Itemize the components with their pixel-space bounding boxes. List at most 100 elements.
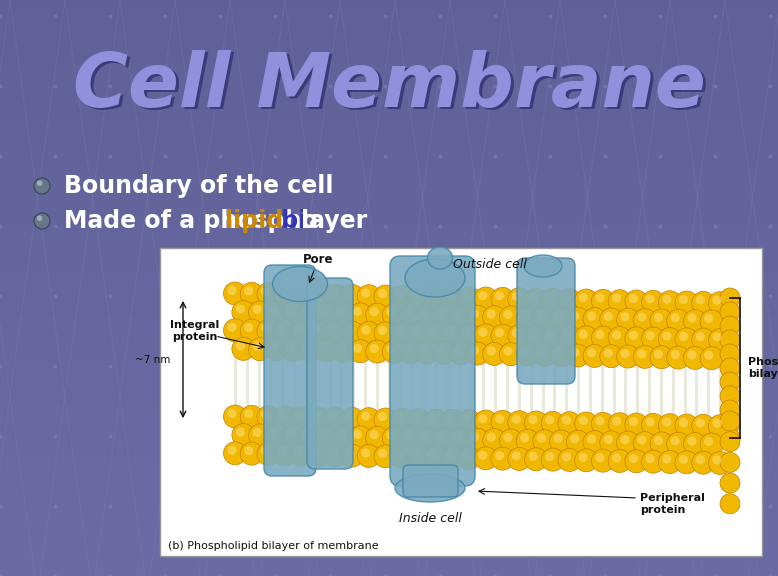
- Circle shape: [408, 408, 430, 431]
- Circle shape: [633, 309, 656, 332]
- Circle shape: [449, 342, 472, 365]
- Circle shape: [499, 343, 523, 366]
- Circle shape: [495, 291, 504, 301]
- Circle shape: [382, 427, 405, 449]
- Text: Cell Membrane: Cell Membrane: [75, 52, 709, 126]
- Circle shape: [629, 294, 638, 303]
- Circle shape: [257, 320, 280, 343]
- Circle shape: [625, 290, 648, 313]
- Circle shape: [341, 285, 363, 308]
- Circle shape: [223, 442, 247, 465]
- Circle shape: [600, 308, 623, 331]
- Circle shape: [608, 412, 631, 435]
- Circle shape: [370, 307, 379, 316]
- Circle shape: [341, 407, 363, 430]
- Circle shape: [290, 283, 314, 306]
- Circle shape: [336, 430, 345, 439]
- Circle shape: [679, 332, 689, 341]
- Circle shape: [382, 304, 405, 327]
- Circle shape: [387, 308, 395, 317]
- Circle shape: [378, 325, 387, 335]
- Circle shape: [382, 340, 405, 363]
- Circle shape: [378, 412, 387, 421]
- Circle shape: [227, 323, 237, 332]
- Circle shape: [316, 425, 338, 448]
- Circle shape: [244, 446, 254, 455]
- Circle shape: [436, 309, 446, 318]
- Circle shape: [445, 290, 454, 300]
- Circle shape: [453, 346, 462, 355]
- Circle shape: [261, 446, 270, 456]
- Circle shape: [408, 286, 430, 309]
- Circle shape: [274, 320, 296, 343]
- Circle shape: [441, 446, 464, 469]
- Circle shape: [433, 427, 456, 450]
- Circle shape: [357, 321, 380, 344]
- Circle shape: [583, 308, 606, 331]
- Circle shape: [261, 410, 270, 419]
- Circle shape: [533, 430, 556, 453]
- FancyBboxPatch shape: [307, 278, 353, 469]
- Circle shape: [227, 409, 237, 418]
- Circle shape: [249, 424, 272, 447]
- Circle shape: [671, 436, 680, 445]
- Circle shape: [667, 432, 689, 455]
- Circle shape: [278, 324, 287, 333]
- Ellipse shape: [427, 247, 453, 269]
- Circle shape: [687, 437, 696, 446]
- Circle shape: [466, 305, 489, 328]
- Circle shape: [457, 446, 481, 469]
- Circle shape: [687, 313, 696, 323]
- Circle shape: [671, 350, 680, 359]
- Circle shape: [278, 447, 287, 456]
- Ellipse shape: [272, 267, 328, 301]
- Circle shape: [579, 329, 588, 339]
- Circle shape: [261, 323, 270, 332]
- Circle shape: [34, 178, 50, 194]
- Circle shape: [720, 452, 740, 472]
- Circle shape: [349, 340, 372, 363]
- Circle shape: [482, 306, 506, 328]
- Circle shape: [537, 347, 546, 357]
- Circle shape: [587, 434, 596, 444]
- Circle shape: [461, 414, 471, 423]
- Circle shape: [650, 309, 673, 332]
- Circle shape: [575, 412, 598, 435]
- Circle shape: [646, 417, 655, 426]
- Circle shape: [403, 344, 412, 354]
- Circle shape: [520, 433, 529, 442]
- Circle shape: [257, 406, 280, 429]
- Circle shape: [475, 447, 497, 470]
- Circle shape: [294, 287, 303, 297]
- Circle shape: [399, 427, 422, 450]
- Circle shape: [307, 444, 330, 467]
- Circle shape: [575, 326, 598, 349]
- Circle shape: [303, 306, 312, 315]
- Circle shape: [503, 433, 513, 442]
- Circle shape: [629, 417, 638, 426]
- Circle shape: [424, 323, 447, 346]
- Circle shape: [604, 312, 613, 321]
- Circle shape: [320, 429, 328, 438]
- Circle shape: [612, 416, 622, 426]
- FancyBboxPatch shape: [390, 256, 475, 486]
- Circle shape: [713, 332, 722, 342]
- Circle shape: [324, 444, 347, 467]
- Circle shape: [428, 290, 437, 299]
- Circle shape: [311, 448, 321, 457]
- Circle shape: [720, 400, 740, 420]
- Circle shape: [294, 447, 303, 456]
- Circle shape: [704, 437, 713, 446]
- Circle shape: [491, 410, 514, 433]
- Circle shape: [625, 413, 648, 436]
- Circle shape: [658, 291, 682, 314]
- Circle shape: [612, 331, 622, 340]
- Circle shape: [491, 324, 514, 347]
- Circle shape: [336, 306, 345, 316]
- Circle shape: [391, 322, 414, 345]
- Circle shape: [528, 292, 538, 301]
- Circle shape: [654, 350, 663, 359]
- Circle shape: [495, 451, 504, 460]
- Circle shape: [587, 348, 596, 358]
- Circle shape: [441, 323, 464, 346]
